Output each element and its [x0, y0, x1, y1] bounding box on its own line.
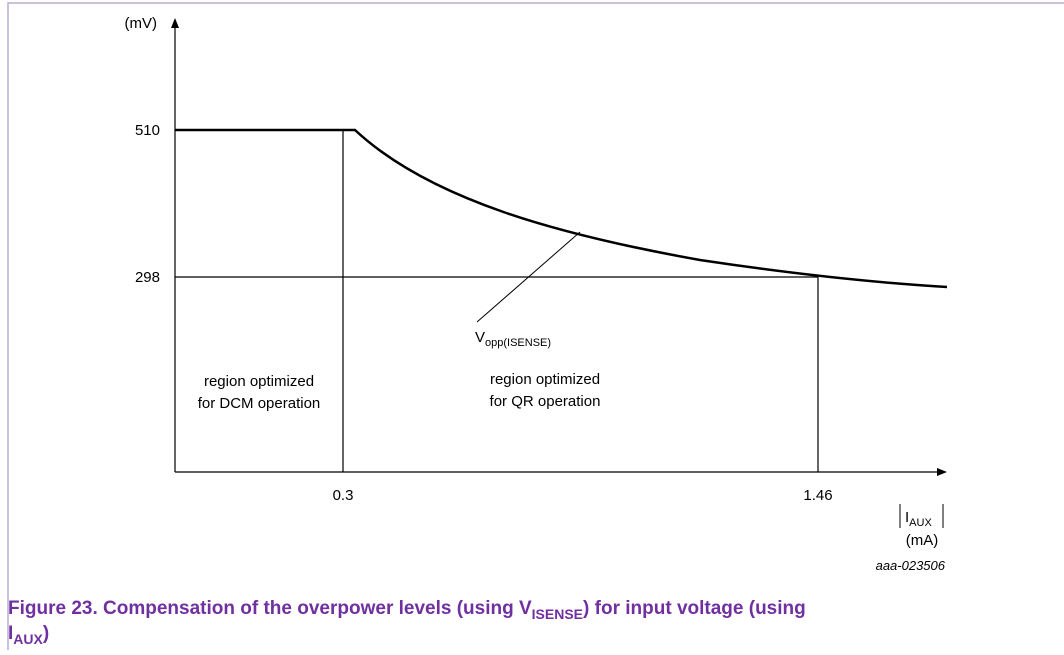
axes — [174, 24, 940, 473]
region-label: region optimized — [490, 371, 600, 388]
x-tick-label: 0.3 — [333, 487, 354, 504]
y-tick-label: 298 — [135, 269, 160, 286]
region-label: for QR operation — [490, 393, 601, 410]
leader-line — [476, 231, 581, 323]
caption-sub: AUX — [13, 631, 43, 647]
y-unit: (mV) — [125, 15, 158, 32]
x-label-main: I — [905, 509, 909, 526]
arrow — [171, 18, 179, 28]
x-unit: (mA) — [906, 532, 939, 549]
caption-text: Figure 23. Compensation of the overpower… — [8, 598, 532, 619]
x-tick-label: 1.46 — [803, 487, 832, 504]
caption-text: ) — [43, 623, 49, 644]
caption: Figure 23. Compensation of the overpower… — [8, 598, 806, 622]
curve-label-sub: opp(ISENSE) — [485, 337, 551, 349]
caption-sub: ISENSE — [532, 606, 583, 622]
frame — [7, 2, 1064, 650]
curve-label: Vopp(ISENSE) — [475, 329, 551, 349]
region-label: region optimized — [204, 373, 314, 390]
caption: IAUX) — [8, 623, 49, 647]
y-tick-label: 510 — [135, 122, 160, 139]
figure-id: aaa-023506 — [876, 558, 946, 573]
x-label: IAUX — [905, 509, 932, 529]
caption-text: ) for input voltage (using — [583, 598, 806, 619]
region-label: for DCM operation — [198, 395, 321, 412]
x-label-sub: AUX — [909, 517, 932, 529]
curve — [175, 128, 948, 289]
curve-label-main: V — [475, 329, 485, 346]
caption-text: I — [8, 623, 13, 644]
arrow — [937, 468, 947, 476]
